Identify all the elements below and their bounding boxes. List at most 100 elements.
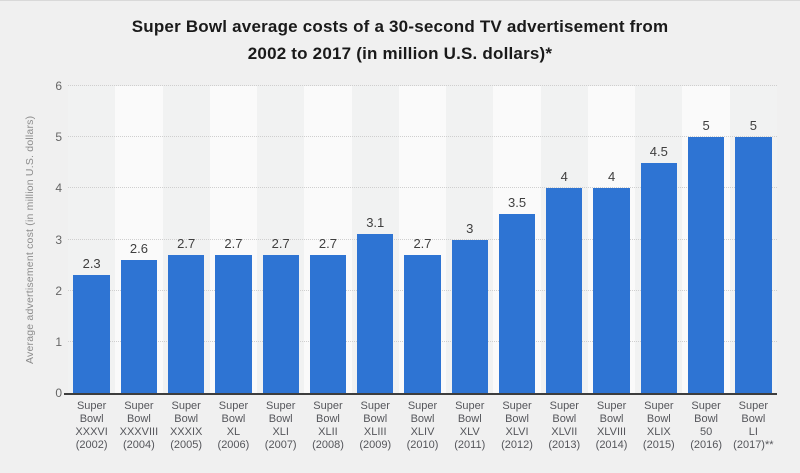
x-tick-label: Super Bowl XLV (2011) bbox=[446, 400, 493, 452]
x-tick-label-line: (2005) bbox=[170, 439, 203, 451]
x-tick-label-line: 50 bbox=[699, 426, 713, 438]
x-tick-label-line: Bowl bbox=[126, 413, 151, 425]
chart-title-line-1: Super Bowl average costs of a 30-second … bbox=[131, 17, 669, 36]
x-tick-label: Super Bowl XLVIII (2014) bbox=[588, 400, 635, 452]
x-tick-label-line: (2014) bbox=[595, 439, 628, 451]
x-tick-label-line: XL bbox=[226, 426, 241, 438]
y-tick-label: 3 bbox=[55, 232, 62, 247]
x-tick-label-line: Bowl bbox=[741, 413, 766, 425]
bar-super-bowl-xlviii-2014-[interactable] bbox=[593, 188, 630, 393]
x-tick-label-line: (2011) bbox=[454, 439, 486, 451]
bar-super-bowl-xlix-2015-[interactable] bbox=[640, 162, 678, 393]
x-tick-label-line: Super bbox=[313, 400, 343, 412]
x-tick-label-line: (2013) bbox=[548, 439, 581, 451]
x-tick-label: Super Bowl XLVII (2013) bbox=[541, 400, 588, 452]
y-tick-label: 1 bbox=[55, 334, 62, 349]
x-tick-label: Super Bowl XLIV (2010) bbox=[399, 400, 446, 452]
bar-value-label: 5 bbox=[749, 118, 757, 134]
bar-super-bowl-xxxix-2005-[interactable] bbox=[167, 254, 205, 393]
x-tick-label-line: (2009) bbox=[359, 439, 392, 451]
x-tick-label: Super Bowl 50 (2016) bbox=[682, 400, 729, 452]
x-tick-label: Super Bowl XLVI (2012) bbox=[493, 400, 540, 452]
x-tick-label-line: Super bbox=[124, 400, 154, 412]
x-tick-label-line: (2017)** bbox=[733, 439, 774, 451]
x-tick-label: Super Bowl XLIX (2015) bbox=[635, 400, 682, 452]
x-tick-label-line: Super bbox=[644, 400, 674, 412]
x-tick-label-line: (2008) bbox=[312, 439, 344, 451]
x-tick-label-line: (2012) bbox=[501, 439, 533, 451]
x-tick-label-line: XXXVIII bbox=[119, 426, 159, 438]
plot-area: 2.3 2.6 2.7 2.7 2.7 2.7 3.1 2.7 3 3.5 4 4 4.5 5 5 bbox=[64, 85, 777, 395]
x-tick-label-line: XXXIX bbox=[169, 426, 203, 438]
x-tick-label-line: Super bbox=[218, 400, 249, 412]
x-tick-label-line: Super bbox=[171, 400, 201, 412]
x-tick-label-line: Super bbox=[455, 400, 485, 412]
x-tick-label-line: Bowl bbox=[552, 413, 577, 425]
bar-value-label: 5 bbox=[702, 118, 710, 134]
gridline bbox=[68, 238, 777, 240]
x-tick-label-line: (2002) bbox=[75, 439, 108, 451]
bar-value-label: 4 bbox=[560, 169, 568, 185]
bar-super-bowl-xlv-2011-[interactable] bbox=[451, 239, 488, 393]
bar-value-label: 2.6 bbox=[129, 240, 148, 256]
x-tick-label-line: Super bbox=[266, 400, 296, 412]
x-tick-label-line: (2010) bbox=[406, 439, 439, 451]
bar-value-label: 3 bbox=[466, 220, 474, 236]
x-tick-label-line: XLII bbox=[318, 426, 338, 438]
x-tick-label-line: Bowl bbox=[694, 413, 718, 425]
x-tick-label-line: Bowl bbox=[457, 413, 482, 425]
y-tick-label: 5 bbox=[55, 130, 62, 145]
x-tick-label-line: Super bbox=[360, 400, 390, 412]
bar-super-bowl-xliv-2010-[interactable] bbox=[404, 254, 441, 393]
bar-super-bowl-xlvi-2012-[interactable] bbox=[498, 213, 536, 393]
bar-super-bowl-li-2017-[interactable] bbox=[735, 137, 772, 393]
y-axis-ticks: 0 1 2 3 4 5 6 bbox=[38, 79, 62, 400]
bar-super-bowl-xxxvi-2002-[interactable] bbox=[73, 275, 110, 393]
x-tick-label-line: XLI bbox=[272, 426, 289, 438]
bar-value-label: 2.7 bbox=[271, 235, 290, 251]
bar-super-bowl-50-2016-[interactable] bbox=[687, 137, 725, 393]
bar-super-bowl-xlvii-2013-[interactable] bbox=[546, 188, 583, 393]
x-tick-label: Super Bowl XXXVIII (2004) bbox=[115, 400, 162, 452]
x-tick-label: Super Bowl LI (2017)** bbox=[730, 400, 777, 452]
bar-super-bowl-xli-2007-[interactable] bbox=[262, 254, 299, 393]
x-tick-label-line: Bowl bbox=[221, 413, 246, 425]
bar-value-label: 2.3 bbox=[82, 256, 101, 272]
bar-value-label: 2.7 bbox=[224, 235, 243, 251]
x-tick-label-line: Bowl bbox=[363, 413, 388, 425]
x-tick-label: Super Bowl XLII (2008) bbox=[304, 400, 351, 452]
bar-super-bowl-xlii-2008-[interactable] bbox=[309, 254, 347, 393]
bar-value-label: 2.7 bbox=[318, 235, 337, 251]
bar-value-label: 2.7 bbox=[413, 235, 432, 251]
x-tick-label-line: XLIV bbox=[410, 426, 435, 438]
x-tick-label: Super Bowl XXXVI (2002) bbox=[68, 400, 115, 452]
x-tick-label-line: Bowl bbox=[410, 413, 435, 425]
y-tick-label: 6 bbox=[55, 79, 62, 93]
x-tick-label: Super Bowl XLI (2007) bbox=[257, 400, 304, 452]
x-tick-label-line: Bowl bbox=[268, 413, 293, 425]
bar-value-label: 4 bbox=[607, 169, 616, 185]
x-tick-label-line: Bowl bbox=[505, 413, 529, 425]
chart-title-line-2: 2002 to 2017 (in million U.S. dollars)* bbox=[247, 44, 553, 63]
bar-super-bowl-xliii-2009-[interactable] bbox=[357, 234, 394, 393]
bar-value-label: 2.7 bbox=[177, 235, 196, 251]
x-tick-label-line: (2007) bbox=[264, 439, 297, 451]
bar-value-label: 3.5 bbox=[507, 194, 527, 210]
x-axis-line bbox=[64, 393, 777, 395]
x-tick-label-line: (2006) bbox=[217, 439, 250, 451]
x-tick-label-line: Super bbox=[691, 400, 721, 412]
x-tick-label-line: (2016) bbox=[690, 439, 722, 451]
x-tick-label-line: LI bbox=[748, 426, 758, 438]
x-tick-label-line: Bowl bbox=[316, 413, 340, 425]
x-tick-label-line: Super bbox=[76, 400, 107, 412]
x-tick-label-line: XLVII bbox=[551, 426, 578, 438]
x-tick-label: Super Bowl XXXIX (2005) bbox=[163, 400, 210, 452]
bar-super-bowl-xxxviii-2004-[interactable] bbox=[120, 259, 158, 393]
x-tick-label-line: XXXVI bbox=[75, 426, 108, 438]
bar-super-bowl-xl-2006-[interactable] bbox=[215, 254, 252, 393]
y-tick-label: 0 bbox=[55, 386, 62, 400]
top-divider bbox=[0, 0, 800, 1]
y-tick-label: 2 bbox=[55, 283, 62, 298]
x-tick-label-line: Super bbox=[549, 400, 579, 412]
